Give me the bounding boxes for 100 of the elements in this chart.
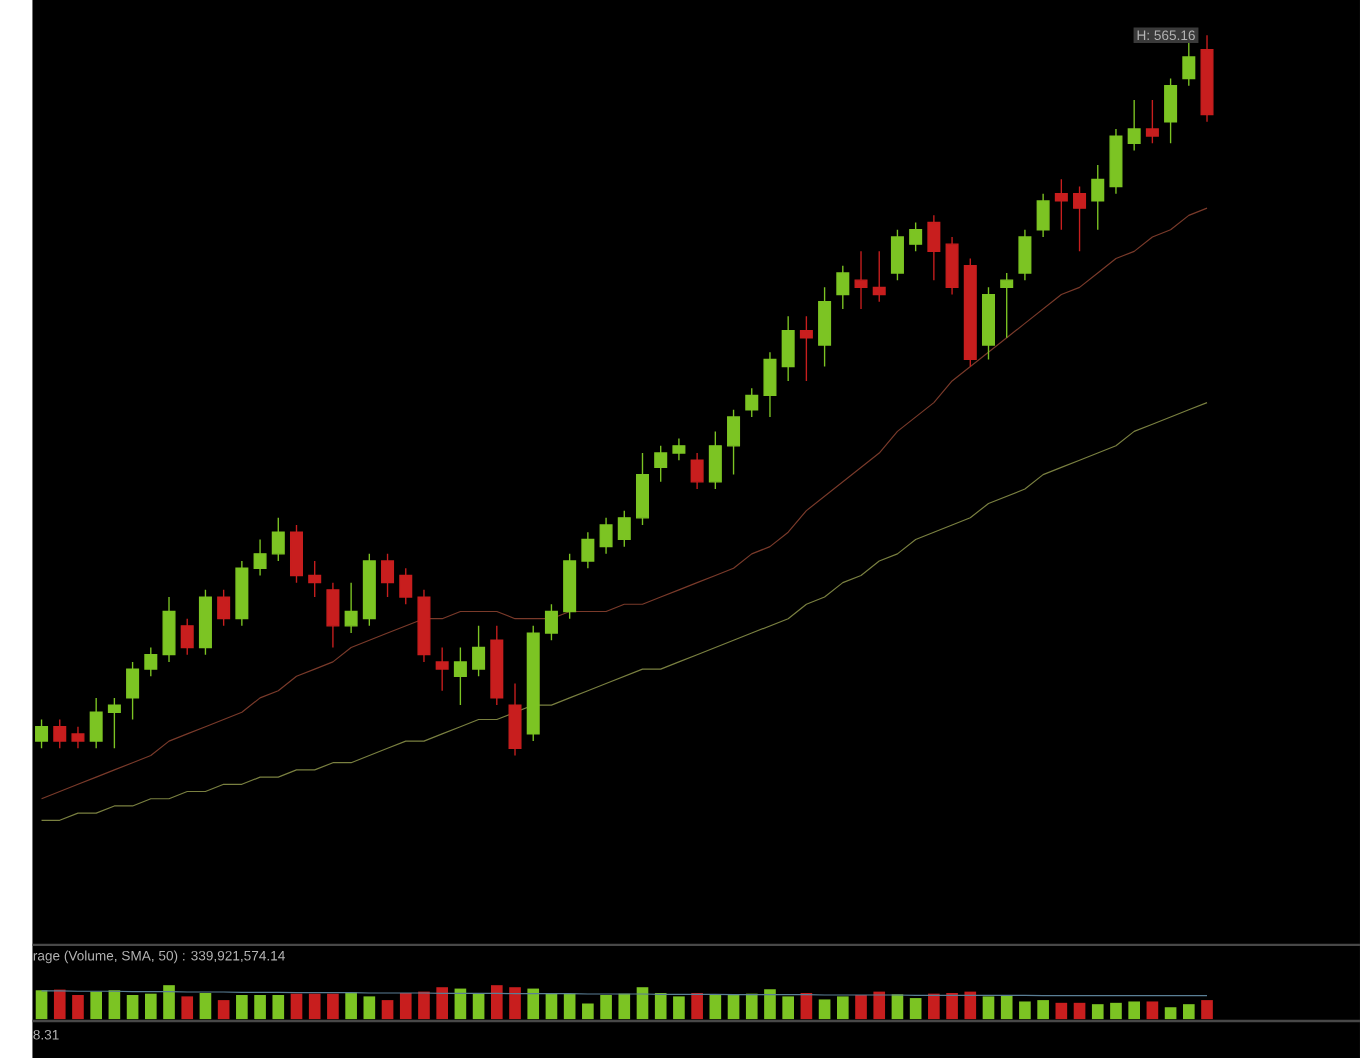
bar	[1073, 1002, 1086, 1020]
candlestick	[162, 596, 176, 663]
bar	[272, 994, 285, 1020]
bar	[527, 988, 540, 1020]
candlestick	[180, 617, 194, 656]
bar	[308, 993, 321, 1020]
candlestick	[271, 517, 285, 562]
candlestick	[399, 567, 413, 605]
bar	[490, 985, 503, 1020]
bar	[509, 987, 521, 1020]
bar	[418, 991, 430, 1020]
candlestick	[544, 603, 558, 641]
candlestick	[472, 625, 486, 677]
candlestick	[981, 286, 995, 360]
candlestick	[654, 445, 668, 483]
candlestick	[1073, 185, 1087, 252]
candlestick	[71, 725, 85, 749]
bar	[964, 991, 977, 1020]
candlestick	[599, 517, 613, 555]
bar	[436, 987, 448, 1020]
candlestick	[453, 646, 467, 706]
bar	[946, 992, 958, 1020]
bar	[90, 991, 102, 1020]
candlestick	[126, 661, 140, 721]
candlestick	[417, 589, 431, 663]
bar	[1019, 1001, 1031, 1020]
bar	[108, 990, 121, 1020]
candlestick	[727, 409, 741, 476]
candlestick	[672, 437, 686, 461]
bar	[1037, 1000, 1049, 1020]
bar	[53, 989, 66, 1020]
bar	[618, 993, 631, 1020]
bar	[582, 1003, 594, 1020]
bar	[1091, 1004, 1104, 1020]
bar	[254, 994, 266, 1020]
bar	[691, 992, 703, 1020]
bar	[290, 993, 303, 1020]
candlestick	[1054, 178, 1068, 231]
bar	[1000, 994, 1013, 1020]
bar	[982, 996, 995, 1020]
bar	[836, 996, 849, 1020]
bar	[381, 1000, 394, 1020]
bar	[363, 996, 376, 1020]
candlestick	[617, 509, 631, 548]
candlestick	[963, 257, 977, 368]
candlestick	[198, 589, 212, 656]
candlestick	[1127, 99, 1141, 152]
bar	[654, 992, 667, 1020]
candlestick	[745, 387, 759, 418]
bar	[327, 993, 339, 1020]
candlestick	[690, 452, 704, 490]
bar	[928, 993, 940, 1020]
bar	[709, 994, 722, 1020]
candlestick	[836, 265, 850, 310]
bar	[673, 996, 685, 1020]
candlestick	[1109, 128, 1123, 195]
bar	[236, 994, 248, 1020]
candlestick	[708, 430, 722, 490]
candlestick	[435, 646, 449, 692]
candlestick	[818, 286, 832, 368]
bar	[217, 1000, 230, 1020]
bar	[1146, 1001, 1159, 1020]
bar	[727, 994, 740, 1020]
candlestick	[253, 538, 267, 577]
bar	[855, 994, 867, 1020]
bar	[126, 994, 139, 1020]
candlestick	[526, 625, 540, 742]
bar	[600, 994, 612, 1020]
bar	[909, 998, 922, 1020]
bar	[745, 993, 758, 1020]
bar	[818, 999, 831, 1020]
candlestick	[581, 531, 595, 569]
bar	[181, 996, 194, 1020]
bar	[454, 988, 467, 1020]
bar	[800, 992, 813, 1020]
candlestick	[107, 697, 121, 749]
bar	[782, 996, 795, 1020]
candlestick	[1182, 41, 1196, 87]
candlestick	[781, 315, 795, 382]
candlestick	[890, 229, 904, 281]
bar	[563, 993, 576, 1020]
candlestick	[35, 718, 49, 749]
candlestick	[1200, 34, 1214, 123]
candlestick	[927, 214, 941, 281]
candlestick	[490, 625, 504, 706]
candlestick	[235, 560, 249, 627]
candlestick	[1091, 164, 1105, 231]
bar	[1128, 1001, 1141, 1020]
bar	[1055, 1002, 1068, 1020]
candlestick	[381, 553, 395, 598]
candlestick	[563, 553, 577, 620]
candlestick	[909, 221, 923, 252]
candlestick	[144, 646, 158, 677]
candlestick	[1164, 77, 1178, 144]
candlestick	[89, 697, 103, 749]
candlestick	[854, 250, 868, 310]
candlestick	[763, 351, 777, 418]
candlestick	[53, 718, 67, 749]
bar	[545, 993, 558, 1020]
candlestick	[1145, 99, 1159, 144]
